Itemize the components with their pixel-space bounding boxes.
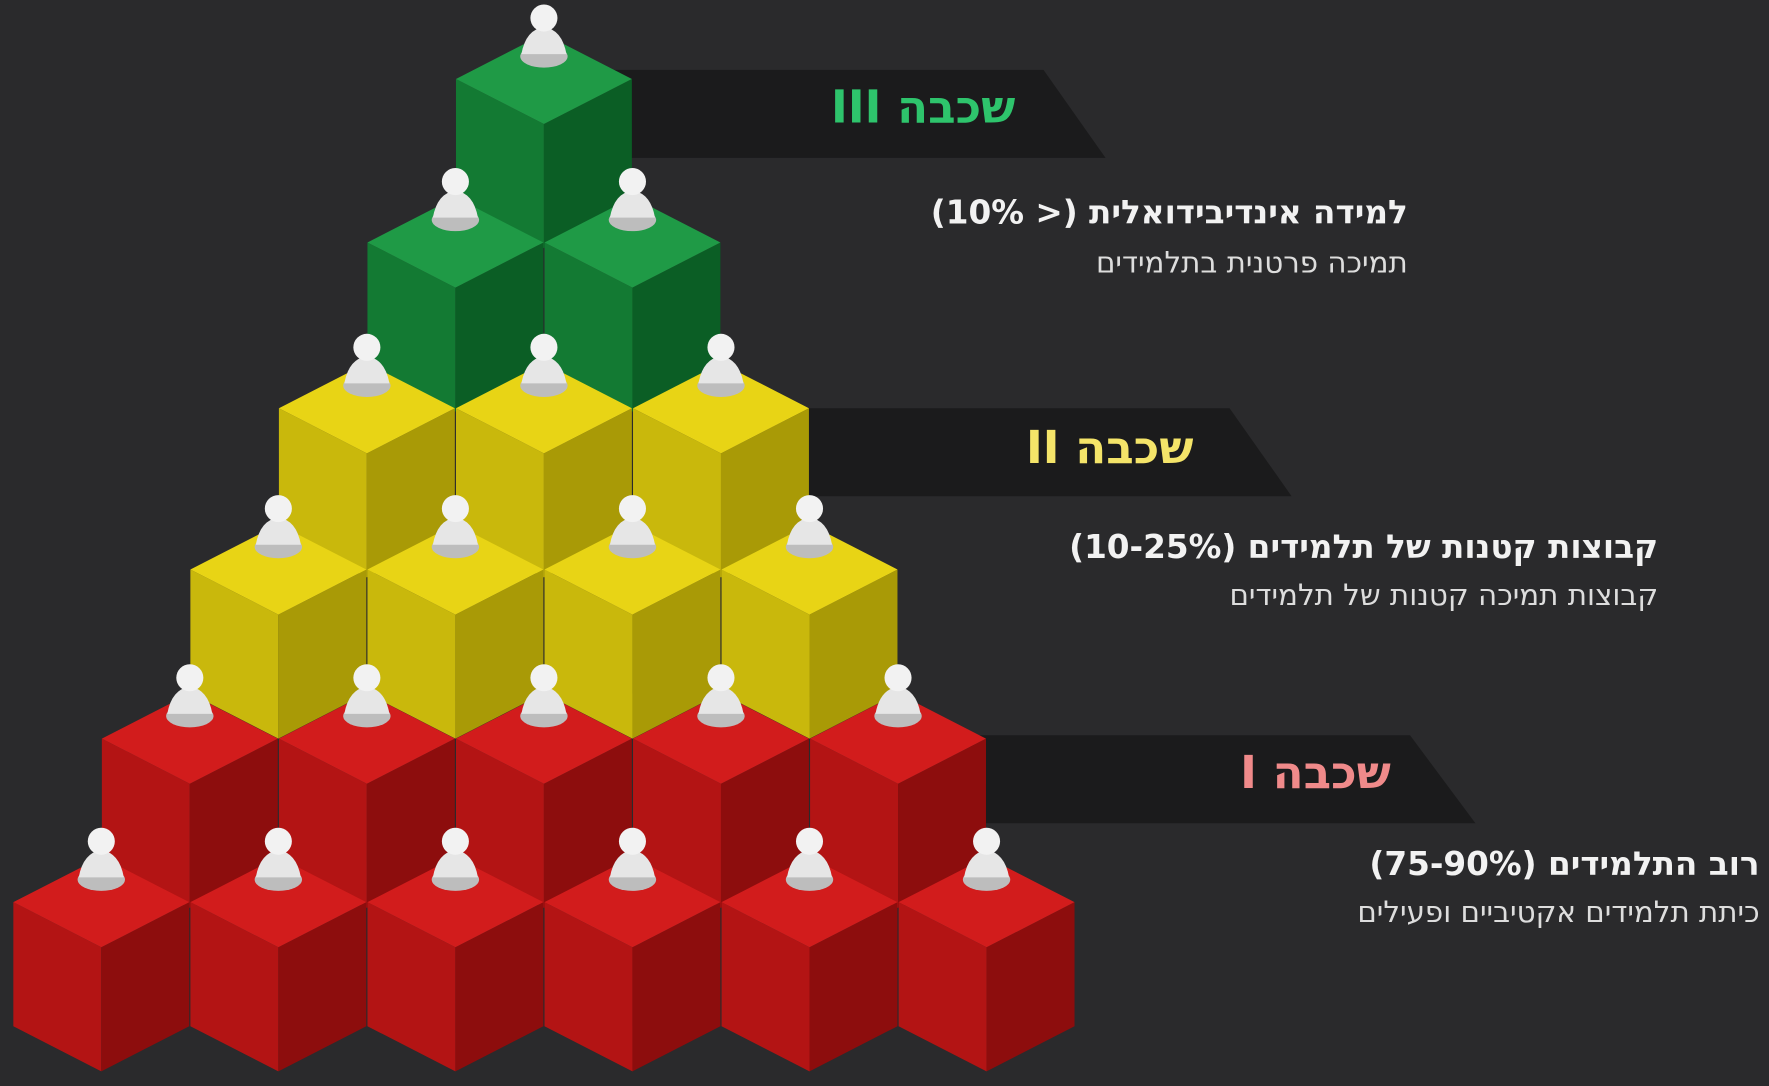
pawn-head (442, 168, 469, 195)
pawn-head (707, 334, 734, 361)
pawn-head (530, 334, 557, 361)
tier-subtitle: תמיכה פרטנית בתלמידים (1096, 245, 1408, 279)
tier-title: רוב התלמידים (75-90%) (1369, 845, 1759, 883)
banner (970, 735, 1475, 823)
pawn-head (353, 334, 380, 361)
pawn-head (973, 828, 1000, 855)
tier-title: למידה אינדיבידואלית (< 10%) (931, 193, 1408, 231)
tier-label: שכבה II (1026, 421, 1193, 474)
tier-subtitle: כיתת תלמידים אקטיביים ופעילים (1357, 895, 1759, 929)
pawn-head (88, 828, 115, 855)
pawn-head (619, 495, 646, 522)
tier-subtitle: קבוצות תמיכה קטנות של תלמידים (1229, 578, 1658, 612)
pawn-head (796, 828, 823, 855)
pawn-head (265, 828, 292, 855)
pawn-head (619, 828, 646, 855)
tier-label: שכבה III (831, 81, 1015, 134)
pawn-head (885, 664, 912, 691)
pawn-head (353, 664, 380, 691)
pawn-head (619, 168, 646, 195)
pawn-head (530, 5, 557, 32)
pawn-head (707, 664, 734, 691)
pyramid-diagram: שכבה III למידה אינדיבידואלית (< 10%) תמי… (0, 0, 1769, 1086)
pawn-head (442, 828, 469, 855)
pawn-head (442, 495, 469, 522)
tier-title: קבוצות קטנות של תלמידים (10-25%) (1069, 528, 1658, 566)
pawn-head (796, 495, 823, 522)
tier-label: שכבה I (1240, 746, 1391, 799)
pawn-head (530, 664, 557, 691)
pawn-head (176, 664, 203, 691)
pawn-head (265, 495, 292, 522)
